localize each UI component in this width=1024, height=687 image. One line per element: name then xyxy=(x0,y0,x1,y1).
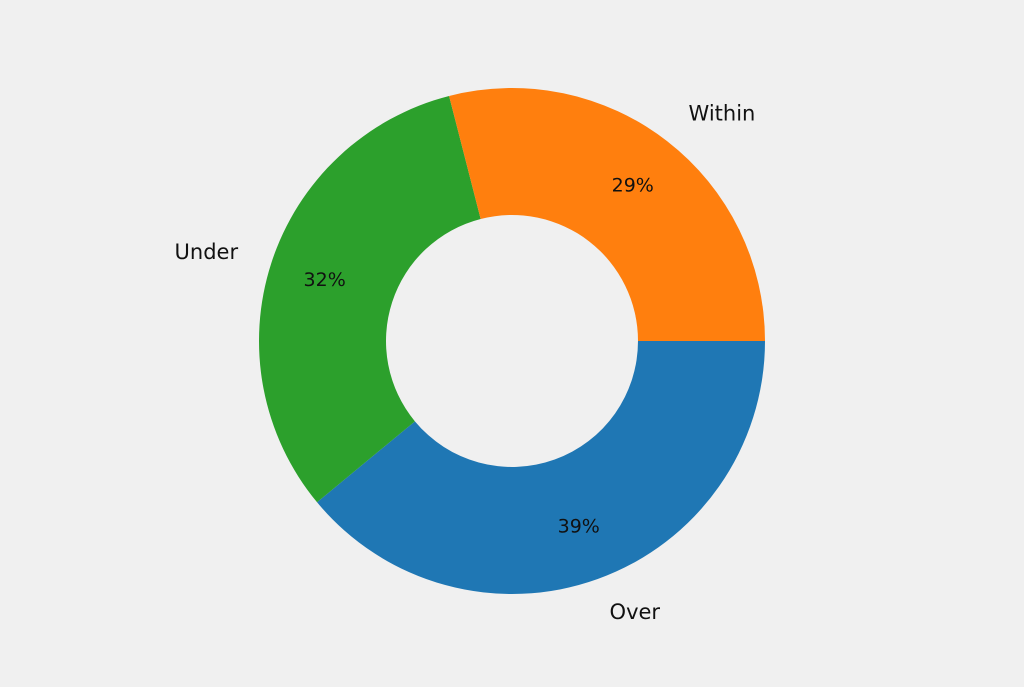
slices-group xyxy=(258,88,765,595)
category-label-over: Over xyxy=(610,600,661,624)
category-label-under: Under xyxy=(175,240,239,264)
percent-label-within: 29% xyxy=(612,174,654,196)
percent-label-under: 32% xyxy=(304,269,346,291)
percent-label-over: 39% xyxy=(558,515,600,537)
slice-over xyxy=(317,341,765,595)
labels-group: 39% Over 32% Under 29% Within xyxy=(175,101,756,624)
slice-within xyxy=(449,88,765,342)
category-label-within: Within xyxy=(689,101,756,125)
slice-under xyxy=(258,95,481,503)
